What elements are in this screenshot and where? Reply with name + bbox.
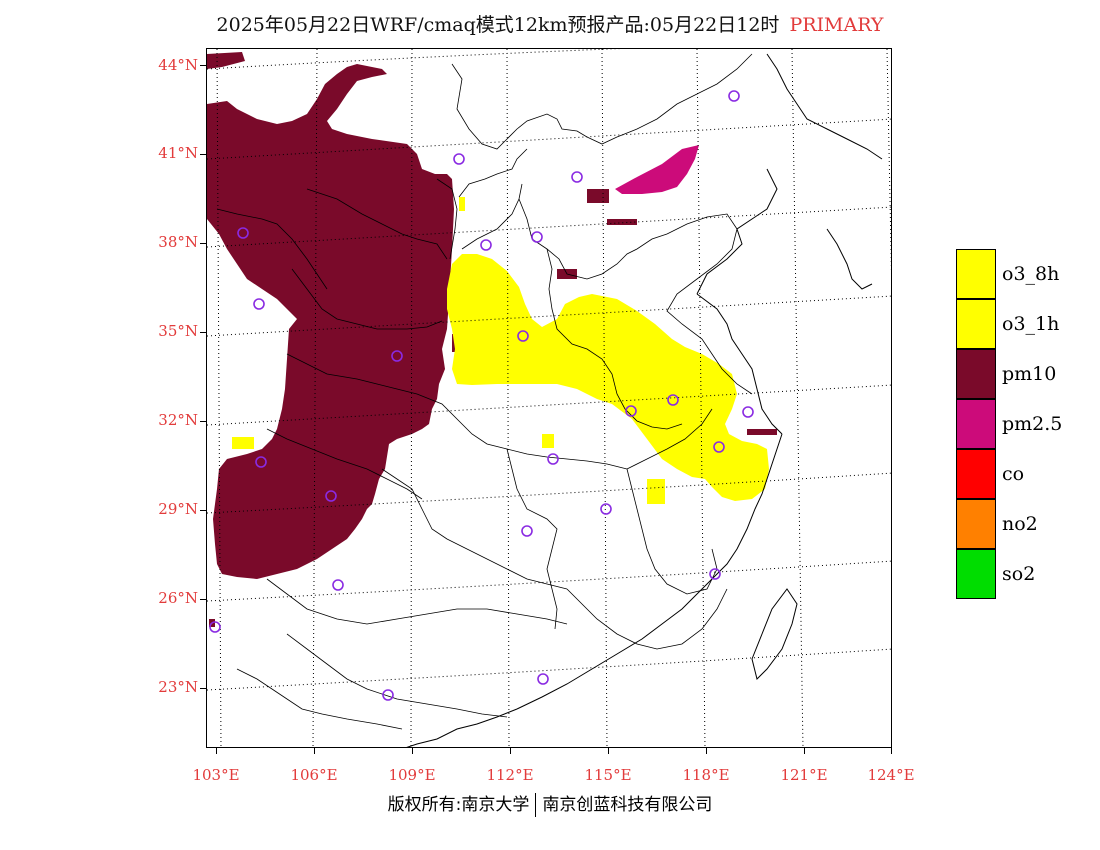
lon-label-115: 115°E [584,766,632,784]
copyright-footer: 版权所有:南京大学 南京创蓝科技有限公司 [0,790,1100,817]
station-marker [382,689,394,701]
lon-label-121: 121°E [780,766,828,784]
province-boundaries [216,53,753,730]
legend-swatch [956,349,996,399]
legend-item-pm25: pm2.5 [956,399,1076,449]
station-marker [667,394,679,406]
pollutant-legend: o3_8h o3_1h pm10 pm2.5 co no2 so2 [956,249,1076,599]
lon-label-103: 103°E [192,766,240,784]
station-marker [255,456,267,468]
station-marker [480,239,492,251]
o3-patch-jiangxi [647,479,665,504]
o3-patch-hunan [542,434,554,448]
pm10-patch-hebei [587,189,609,203]
lon-label-112: 112°E [486,766,534,784]
station-marker [332,579,344,591]
station-markers [209,90,754,701]
graticule [207,49,891,747]
o3-patch-shanxi [459,197,465,211]
station-marker [521,525,533,537]
lon-label-109: 109°E [388,766,436,784]
station-marker [537,673,549,685]
map-canvas [207,49,891,747]
map-title: 2025年05月22日WRF/cmaq模式12km预报产品:05月22日12时 P… [0,10,1100,37]
station-marker [209,621,221,633]
legend-swatch [956,449,996,499]
station-marker [325,490,337,502]
title-text: 2025年05月22日WRF/cmaq模式12km预报产品:05月22日12时 [216,14,780,36]
station-marker [742,406,754,418]
station-marker [571,171,583,183]
footer-separator [535,793,537,817]
station-marker [531,231,543,243]
station-marker [547,453,559,465]
station-marker [728,90,740,102]
station-marker [713,441,725,453]
lon-label-106: 106°E [290,766,338,784]
primary-label: PRIMARY [789,14,884,36]
lat-label-26: 26°N [158,589,198,607]
pm10-fragment-topleft [207,52,245,69]
legend-swatch [956,549,996,599]
legend-item-co: co [956,449,1076,499]
forecast-map[interactable] [206,48,892,748]
pm10-region-west [207,64,454,579]
station-marker [453,153,465,165]
station-marker [391,350,403,362]
copyright-left: 版权所有:南京大学 [387,795,530,815]
lon-label-124: 124°E [867,766,915,784]
o3-region-central [447,254,769,501]
lat-label-35: 35°N [158,322,198,340]
legend-swatch [956,249,996,299]
station-marker [600,503,612,515]
legend-item-o3-1h: o3_1h [956,299,1076,349]
copyright-right: 南京创蓝科技有限公司 [542,795,713,815]
pm25-region [615,145,699,194]
coastline [406,53,883,747]
lat-label-23: 23°N [158,678,198,696]
legend-item-o3-8h: o3_8h [956,249,1076,299]
pm10-patch-beijing [607,219,637,225]
legend-swatch [956,499,996,549]
station-marker [709,568,721,580]
lat-label-41: 41°N [158,144,198,162]
station-marker [517,330,529,342]
lon-label-118: 118°E [682,766,730,784]
lat-label-32: 32°N [158,411,198,429]
legend-item-pm10: pm10 [956,349,1076,399]
lat-label-44: 44°N [158,56,198,74]
legend-swatch [956,399,996,449]
station-marker [253,298,265,310]
station-marker [237,227,249,239]
o3-patch-southwest [232,437,254,449]
pm10-patch-shanghai [747,429,777,435]
legend-item-no2: no2 [956,499,1076,549]
lat-label-29: 29°N [158,500,198,518]
legend-item-so2: so2 [956,549,1076,599]
station-marker [625,405,637,417]
legend-swatch [956,299,996,349]
lat-label-38: 38°N [158,233,198,251]
